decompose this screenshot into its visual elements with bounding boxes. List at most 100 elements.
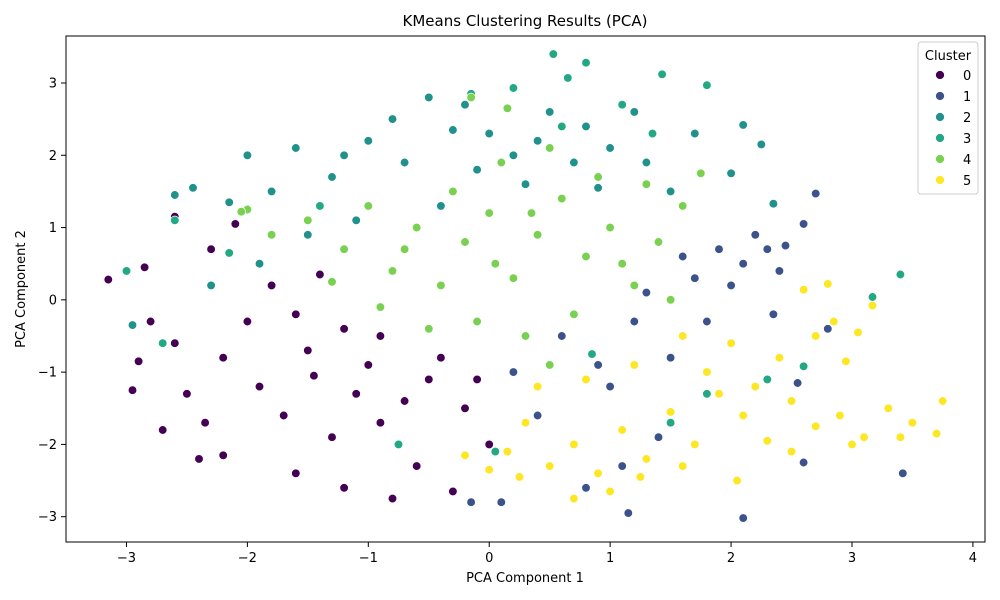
cluster-2-point <box>399 157 410 168</box>
cluster-0-point <box>460 403 470 413</box>
cluster-0-point <box>242 316 253 327</box>
cluster-0-point <box>182 389 192 399</box>
cluster-1-point <box>726 280 736 291</box>
cluster-2-point <box>303 230 313 240</box>
cluster-4-point <box>412 222 422 233</box>
cluster-4-point <box>236 207 246 217</box>
x-tick-label: −2 <box>238 551 257 566</box>
cluster-2-point <box>629 107 639 117</box>
cluster-1-point <box>774 266 785 276</box>
y-tick-label: 2 <box>49 149 57 164</box>
cluster-3-point <box>508 83 519 93</box>
cluster-0-point <box>291 468 301 478</box>
cluster-5-point <box>545 461 555 471</box>
cluster-3-point <box>587 349 597 359</box>
plot-area <box>65 35 986 543</box>
legend: Cluster 0 1 2 3 4 5 <box>917 41 979 195</box>
cluster-2-point <box>605 143 615 153</box>
cluster-1-point <box>738 259 748 269</box>
cluster-3-point <box>170 215 180 225</box>
cluster-1-point <box>738 513 748 523</box>
cluster-1-point <box>508 367 519 377</box>
cluster-4-point <box>399 244 410 254</box>
y-tick-label: −1 <box>38 366 57 381</box>
cluster-2-point <box>738 120 748 130</box>
cluster-1-point <box>641 287 652 298</box>
cluster-4-point <box>665 295 676 305</box>
cluster-0-point <box>436 353 446 363</box>
cluster-1-point <box>532 410 543 421</box>
cluster-0-point <box>103 274 113 285</box>
cluster-5-point <box>786 446 797 457</box>
cluster-5-point <box>847 439 857 450</box>
cluster-2-point <box>206 280 216 291</box>
cluster-4-point <box>496 157 506 168</box>
cluster-3-point <box>548 49 558 59</box>
cluster-4-point <box>502 103 513 113</box>
y-tick-label: −2 <box>38 438 57 453</box>
cluster-2-point <box>254 259 265 269</box>
cluster-0-point <box>387 493 398 504</box>
cluster-4-point <box>375 302 386 312</box>
cluster-4-point <box>484 208 494 218</box>
cluster-4-point <box>508 273 519 283</box>
cluster-3-point <box>563 73 573 83</box>
cluster-2-point <box>127 320 138 330</box>
cluster-2-point <box>532 136 543 146</box>
y-tick-label: 1 <box>49 221 57 236</box>
cluster-4-point <box>472 316 482 327</box>
cluster-3-point <box>702 389 712 399</box>
legend-label: 5 <box>963 174 971 189</box>
cluster-0-point <box>218 353 228 363</box>
cluster-2-point <box>726 168 736 178</box>
cluster-5-point <box>938 396 948 406</box>
cluster-5-point <box>823 279 833 289</box>
cluster-4-point <box>605 222 615 233</box>
cluster-2-point <box>424 92 434 103</box>
cluster-0-point <box>363 360 373 370</box>
cluster-1-point <box>811 188 821 199</box>
cluster-2-point <box>448 125 458 135</box>
cluster-5-point <box>460 450 470 460</box>
cluster-0-point <box>194 454 204 464</box>
cluster-5-point <box>853 327 863 338</box>
cluster-3-point <box>665 418 676 428</box>
cluster-0-point <box>218 450 228 460</box>
cluster-1-point <box>792 378 803 388</box>
cluster-4-point <box>545 143 555 153</box>
cluster-0-point <box>303 345 313 356</box>
cluster-5-point <box>714 389 724 399</box>
cluster-2-point <box>242 150 253 160</box>
cluster-5-point <box>732 475 742 486</box>
cluster-1-point <box>581 483 591 493</box>
legend-label: 0 <box>963 69 971 84</box>
cluster-1-point <box>798 457 809 468</box>
cluster-4-point <box>490 259 500 269</box>
cluster-3-point <box>798 361 809 371</box>
cluster-3-point <box>581 58 591 68</box>
cluster-0-point <box>206 244 216 254</box>
cluster-5-point <box>762 436 772 446</box>
legend-marker <box>935 112 945 122</box>
cluster-1-point <box>557 331 567 341</box>
cluster-5-point <box>605 486 615 497</box>
cluster-0-point <box>315 269 325 280</box>
cluster-0-point <box>399 396 410 406</box>
cluster-2-point <box>756 139 766 150</box>
legend-label: 4 <box>963 153 971 168</box>
cluster-1-point <box>750 230 760 240</box>
cluster-5-point <box>635 472 646 482</box>
cluster-4-point <box>557 193 567 204</box>
cluster-5-point <box>581 374 591 385</box>
cluster-1-point <box>690 273 700 283</box>
cluster-3-point <box>490 446 500 457</box>
cluster-4-point <box>617 259 627 269</box>
cluster-0-point <box>291 309 301 319</box>
chart-title: KMeans Clustering Results (PCA) <box>403 12 648 30</box>
legend-items: 0 1 2 3 4 5 <box>935 69 971 189</box>
cluster-4-point <box>436 280 446 291</box>
cluster-5-point <box>798 285 809 295</box>
cluster-5-point <box>569 439 579 450</box>
cluster-3-point <box>557 121 567 132</box>
cluster-2-point <box>768 199 779 209</box>
